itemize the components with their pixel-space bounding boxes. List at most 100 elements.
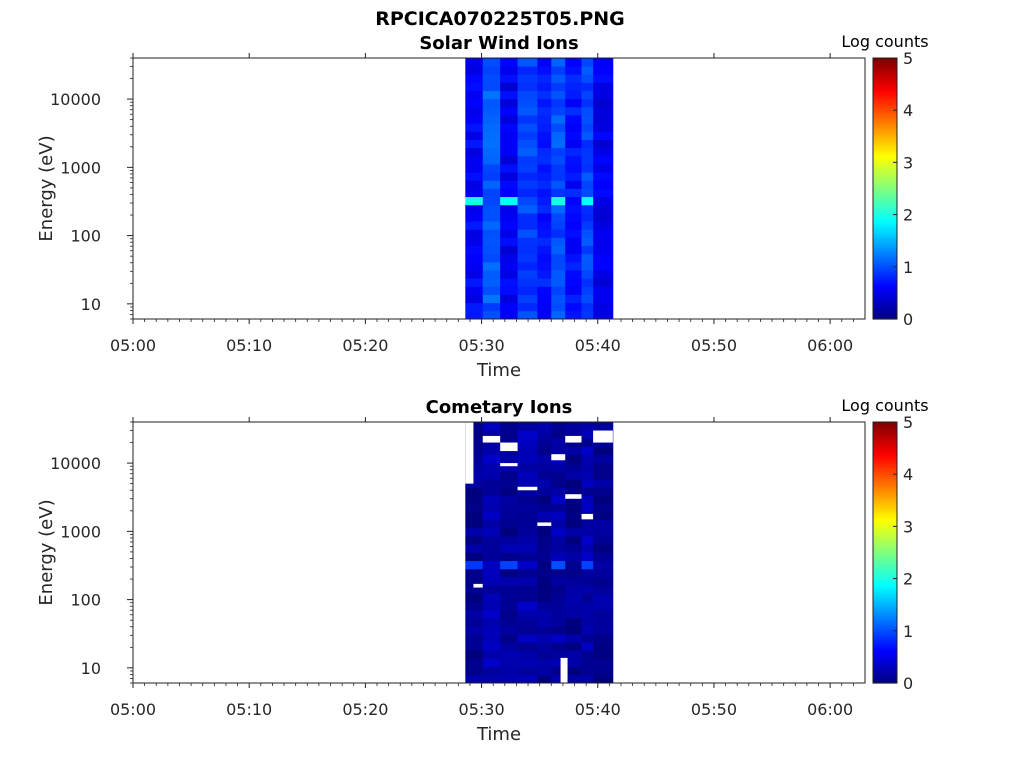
panel2-colorbar-segment [873, 598, 897, 601]
panel2-heatmap-cell [593, 503, 614, 513]
panel1-heatmap-cell [565, 188, 582, 198]
panel1-heatmap-cell [581, 245, 594, 255]
panel2-heatmap-cell [482, 625, 501, 635]
panel1-colorbar-segment [873, 84, 897, 87]
panel1-colorbar-segment [873, 303, 897, 307]
panel1-y-label: Energy (eV) [36, 135, 57, 241]
panel2-heatmap-cell [565, 503, 582, 513]
panel1-colorbar-segment [873, 297, 897, 301]
panel2-heatmap-cell [565, 462, 582, 472]
panel2-colorbar-segment [873, 476, 897, 480]
panel1-heatmap-cell [517, 131, 538, 140]
panel2-heatmap-cell [537, 625, 552, 635]
panel1-heatmap-cell [500, 188, 518, 198]
panel2-colorbar-segment [873, 578, 897, 582]
panel1-heatmap-cell [581, 98, 594, 108]
panel2-colorbar-segment [873, 611, 897, 614]
panel2-heatmap-cell [500, 650, 518, 659]
panel1-heatmap-cell [593, 237, 614, 246]
panel2-heatmap-cell [517, 528, 538, 537]
panel1-heatmap-cell [482, 229, 501, 238]
panel2-heatmap-cell [500, 470, 518, 480]
panel2-heatmap-cell [465, 601, 484, 610]
panel1-heatmap-cell [517, 58, 538, 67]
panel1-heatmap-cell [465, 204, 484, 214]
panel2-heatmap-cell [593, 552, 614, 562]
panel2-colorbar-segment [873, 617, 897, 621]
panel2-colorbar-segment [873, 517, 897, 521]
panel2-colorbar-segment [873, 550, 897, 554]
panel2-heatmap-cell [517, 462, 538, 472]
panel2-heatmap-cell [551, 519, 566, 529]
panel2-heatmap-cell [565, 552, 582, 562]
panel2-heatmap-cell [465, 470, 484, 480]
panel2-heatmap-cell [537, 544, 552, 553]
panel2-heatmap-cell [551, 601, 566, 610]
panel2-colorbar-frame [872, 421, 898, 684]
panel2-colorbar-segment [873, 428, 897, 432]
panel2-colorbar-segment [873, 454, 897, 458]
panel1-colorbar-segment [873, 208, 897, 211]
panel1-heatmap-cell [565, 294, 582, 304]
panel1-heatmap-cell [517, 90, 538, 100]
panel2-x-tick-label: 06:00 [807, 700, 853, 719]
panel2-colorbar-segment [873, 572, 897, 575]
panel1-colorbar-segment [873, 60, 897, 63]
panel1-colorbar-segment [873, 301, 897, 305]
panel1-colorbar-segment [873, 64, 897, 68]
panel1-x-tick-label: 05:10 [226, 336, 272, 355]
panel2-heatmap-cell [517, 422, 538, 431]
panel1-heatmap-cell [581, 115, 594, 124]
panel1-heatmap-cell [482, 204, 501, 214]
panel2-colorbar-tick-label: 1 [903, 622, 913, 641]
panel1-heatmap-cell [565, 139, 582, 149]
panel1-heatmap-cell [593, 139, 614, 149]
panel1-heatmap-cell [517, 261, 538, 271]
panel2-colorbar-segment [873, 504, 897, 508]
panel2-x-tick-label: 05:00 [110, 700, 156, 719]
panel1-heatmap-cell [500, 74, 518, 83]
panel1-heatmap-cell [537, 180, 552, 189]
panel1-heatmap-cell [465, 123, 484, 132]
panel2-heatmap-cell [565, 544, 582, 553]
panel2-heatmap-cell [565, 560, 582, 570]
panel2-heatmap-cell [593, 601, 614, 610]
panel2-x-tick-label: 05:40 [575, 700, 621, 719]
panel2-heatmap-cell [500, 430, 518, 439]
panel2-heatmap-cell [482, 552, 501, 562]
panel1-heatmap-cell [537, 82, 552, 92]
panel2-colorbar-segment [873, 591, 897, 595]
panel2-heatmap-cell [482, 593, 501, 602]
panel1-colorbar-segment [873, 295, 897, 298]
panel1-heatmap-cell [565, 245, 582, 255]
panel1-heatmap-cell [551, 172, 566, 181]
panel1-heatmap-cell [500, 302, 518, 312]
panel1-heatmap-cell [465, 229, 484, 238]
panel1-heatmap-cell [482, 139, 501, 149]
panel2-heatmap-cell [537, 479, 552, 488]
panel1-heatmap-cell [537, 261, 552, 271]
panel1-colorbar-segment [873, 153, 897, 157]
panel1-heatmap-cell [581, 58, 594, 67]
panel1-colorbar-segment [873, 238, 897, 242]
panel2-empty-bin [482, 435, 501, 443]
panel2-y-tick-label: 10000 [50, 454, 101, 473]
panel1-heatmap-cell [593, 115, 614, 124]
panel1-colorbar-segment [873, 88, 897, 92]
panel1-heatmap-cell [537, 294, 552, 304]
panel1-colorbar-segment [873, 94, 897, 98]
panel2-heatmap-cell [500, 576, 518, 586]
panel2-heatmap-cell [593, 470, 614, 480]
panel2-heatmap-cell [581, 528, 594, 537]
panel1-heatmap-cell [593, 106, 614, 116]
panel1-colorbar-segment [873, 288, 897, 292]
panel2-heatmap-cell [482, 650, 501, 659]
panel2-heatmap-cell [465, 438, 484, 447]
panel2-heatmap-cell [500, 568, 518, 578]
panel2-heatmap-cell [551, 625, 566, 635]
panel2-heatmap-cell [581, 666, 594, 676]
panel2-colorbar-segment [873, 485, 897, 488]
panel2-heatmap-cell [593, 479, 614, 488]
panel1-heatmap-cell [537, 155, 552, 165]
panel2-heatmap-cell [517, 536, 538, 545]
